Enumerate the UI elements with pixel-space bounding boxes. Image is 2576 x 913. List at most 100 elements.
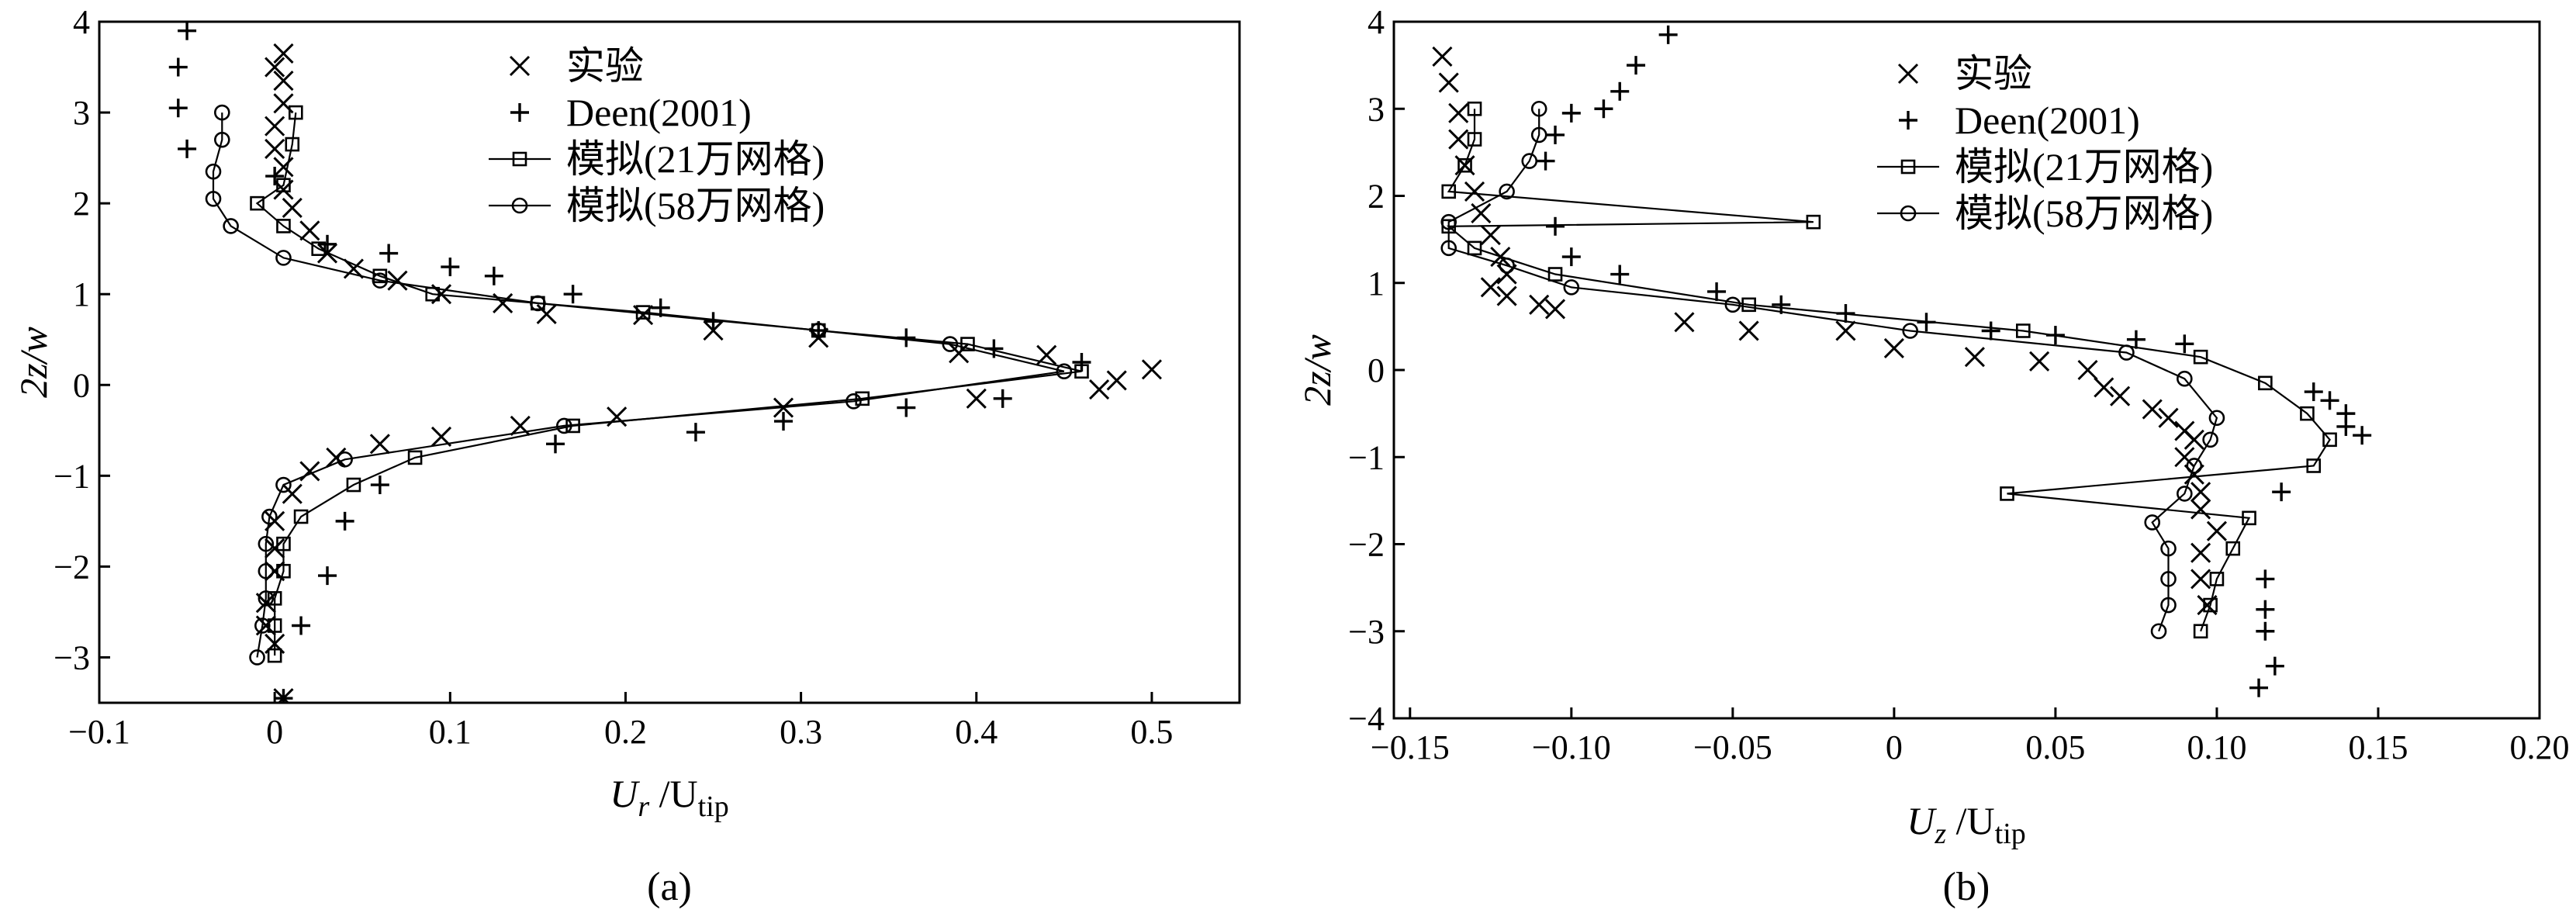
x-tick-label: 0.10 bbox=[2187, 728, 2246, 766]
data-point-s1 bbox=[2336, 417, 2356, 436]
data-point-s3 bbox=[942, 336, 959, 352]
legend-item: 实验 bbox=[509, 44, 644, 88]
data-point-s3 bbox=[1440, 213, 1457, 230]
y-tick-label: 0 bbox=[1368, 351, 1385, 389]
legend-marker bbox=[1900, 159, 1916, 175]
data-point-s1 bbox=[168, 57, 188, 77]
y-ticks-a: 4 3 2 1 0 −1 −2 −3 bbox=[54, 3, 110, 676]
data-point-s1 bbox=[686, 423, 705, 442]
legend-label: 模拟(21万网格) bbox=[566, 137, 825, 181]
data-point-s0 bbox=[2206, 520, 2228, 541]
x-ticks-a: −0.1 0 0.1 0.2 0.3 0.4 0.5 bbox=[68, 692, 1173, 751]
data-point-s1 bbox=[168, 99, 188, 118]
data-point-s3 bbox=[214, 104, 230, 121]
data-point-s3 bbox=[2118, 344, 2135, 361]
data-point-s1 bbox=[1536, 151, 1555, 171]
data-point-s1 bbox=[1981, 321, 2000, 341]
data-point-s1 bbox=[984, 339, 1004, 358]
y-tick-label: −3 bbox=[54, 638, 90, 676]
data-point-s2 bbox=[1467, 240, 1482, 256]
y-tick-label: 2 bbox=[73, 185, 90, 223]
data-point-s0 bbox=[1490, 247, 1511, 268]
data-point-s2 bbox=[311, 241, 326, 256]
data-point-s2 bbox=[2242, 510, 2256, 526]
data-point-s3 bbox=[1440, 240, 1457, 257]
series-marks-a bbox=[168, 22, 1162, 703]
data-point-s0 bbox=[2174, 447, 2195, 468]
data-point-s0 bbox=[430, 426, 452, 448]
legend-item: Deen(2001) bbox=[1899, 99, 2140, 142]
data-point-s1 bbox=[2320, 391, 2339, 410]
chart-panel-a: −0.1 0 0.1 0.2 0.3 0.4 0.5 4 3 2 1 0 −1 −2 −3 实验Deen(… bbox=[12, 3, 1241, 909]
x-tick-label: 0 bbox=[1886, 728, 1903, 766]
data-point-s0 bbox=[1964, 347, 1985, 368]
data-point-s1 bbox=[318, 234, 337, 254]
data-point-s0 bbox=[1738, 320, 1759, 341]
data-point-s3 bbox=[1563, 279, 1580, 296]
data-point-s1 bbox=[1546, 216, 1565, 236]
y-tick-label: 0 bbox=[73, 366, 90, 404]
legend-marker bbox=[509, 55, 531, 77]
data-point-s0 bbox=[1089, 379, 1110, 400]
data-point-s1 bbox=[774, 412, 793, 431]
x-tick-label: 0.1 bbox=[429, 713, 472, 751]
data-point-s1 bbox=[2256, 621, 2275, 641]
y-tick-label: 2 bbox=[1368, 178, 1385, 216]
series-line-2 bbox=[1446, 109, 2331, 632]
x-tick-label: 0 bbox=[266, 713, 283, 751]
data-point-s0 bbox=[265, 138, 285, 159]
data-point-s3 bbox=[2208, 410, 2225, 427]
y-tick-label: 3 bbox=[73, 94, 90, 132]
series-marks-b bbox=[1432, 25, 2372, 697]
x-tick-label: −0.15 bbox=[1371, 728, 1450, 766]
x-tick-label: 0.4 bbox=[955, 713, 998, 751]
plot-frame-a bbox=[98, 20, 1241, 704]
data-point-s1 bbox=[335, 511, 354, 531]
data-point-s3 bbox=[205, 190, 222, 207]
data-point-s2 bbox=[1074, 364, 1089, 379]
data-point-s1 bbox=[2272, 482, 2291, 502]
data-point-s0 bbox=[1448, 102, 1469, 123]
data-point-s2 bbox=[2209, 572, 2225, 586]
x-tick-label: 0.2 bbox=[604, 713, 647, 751]
data-point-s1 bbox=[1072, 353, 1091, 372]
data-point-s1 bbox=[441, 258, 460, 277]
data-point-s2 bbox=[267, 591, 282, 606]
data-point-s2 bbox=[276, 536, 291, 552]
data-point-s0 bbox=[1674, 312, 1695, 333]
data-point-s0 bbox=[1544, 299, 1566, 320]
data-point-s2 bbox=[2203, 597, 2218, 613]
data-point-s3 bbox=[810, 322, 827, 339]
data-point-s2 bbox=[960, 337, 975, 351]
data-point-s2 bbox=[267, 648, 282, 663]
data-point-s0 bbox=[265, 116, 285, 137]
data-point-s3 bbox=[530, 295, 546, 312]
x-tick-label: 0.05 bbox=[2025, 728, 2085, 766]
data-point-s1 bbox=[178, 22, 197, 40]
panel-caption-a: (a) bbox=[647, 865, 692, 909]
data-point-s2 bbox=[1467, 101, 1482, 116]
legend-label: 模拟(58万网格) bbox=[1955, 192, 2213, 235]
data-point-s2 bbox=[855, 391, 870, 406]
data-point-s3 bbox=[205, 163, 222, 180]
data-point-s1 bbox=[1627, 56, 1646, 75]
data-point-s0 bbox=[1448, 129, 1469, 150]
legend-item: 模拟(58万网格) bbox=[1877, 192, 2213, 235]
legend-item: 模拟(58万网格) bbox=[489, 184, 825, 227]
x-label-sub2: tip bbox=[698, 790, 729, 823]
data-point-s1 bbox=[563, 285, 583, 304]
data-point-s0 bbox=[2110, 386, 2131, 406]
data-point-s3 bbox=[214, 131, 230, 148]
data-point-s1 bbox=[2126, 330, 2146, 349]
data-point-s1 bbox=[1707, 282, 1727, 301]
chart-panel-b: −0.15 −0.10 −0.05 0 0.05 0.10 0.15 0.20 4 3 2 1 0 −1… bbox=[1295, 3, 2570, 909]
data-point-s0 bbox=[1529, 294, 1550, 315]
data-point-s1 bbox=[379, 244, 399, 263]
y-tick-label: −1 bbox=[1348, 438, 1385, 476]
y-tick-label: 4 bbox=[1368, 3, 1385, 41]
data-point-s0 bbox=[282, 197, 303, 219]
data-point-s0 bbox=[949, 343, 970, 364]
data-point-s3 bbox=[556, 417, 572, 434]
legend-label: Deen(2001) bbox=[566, 91, 752, 134]
